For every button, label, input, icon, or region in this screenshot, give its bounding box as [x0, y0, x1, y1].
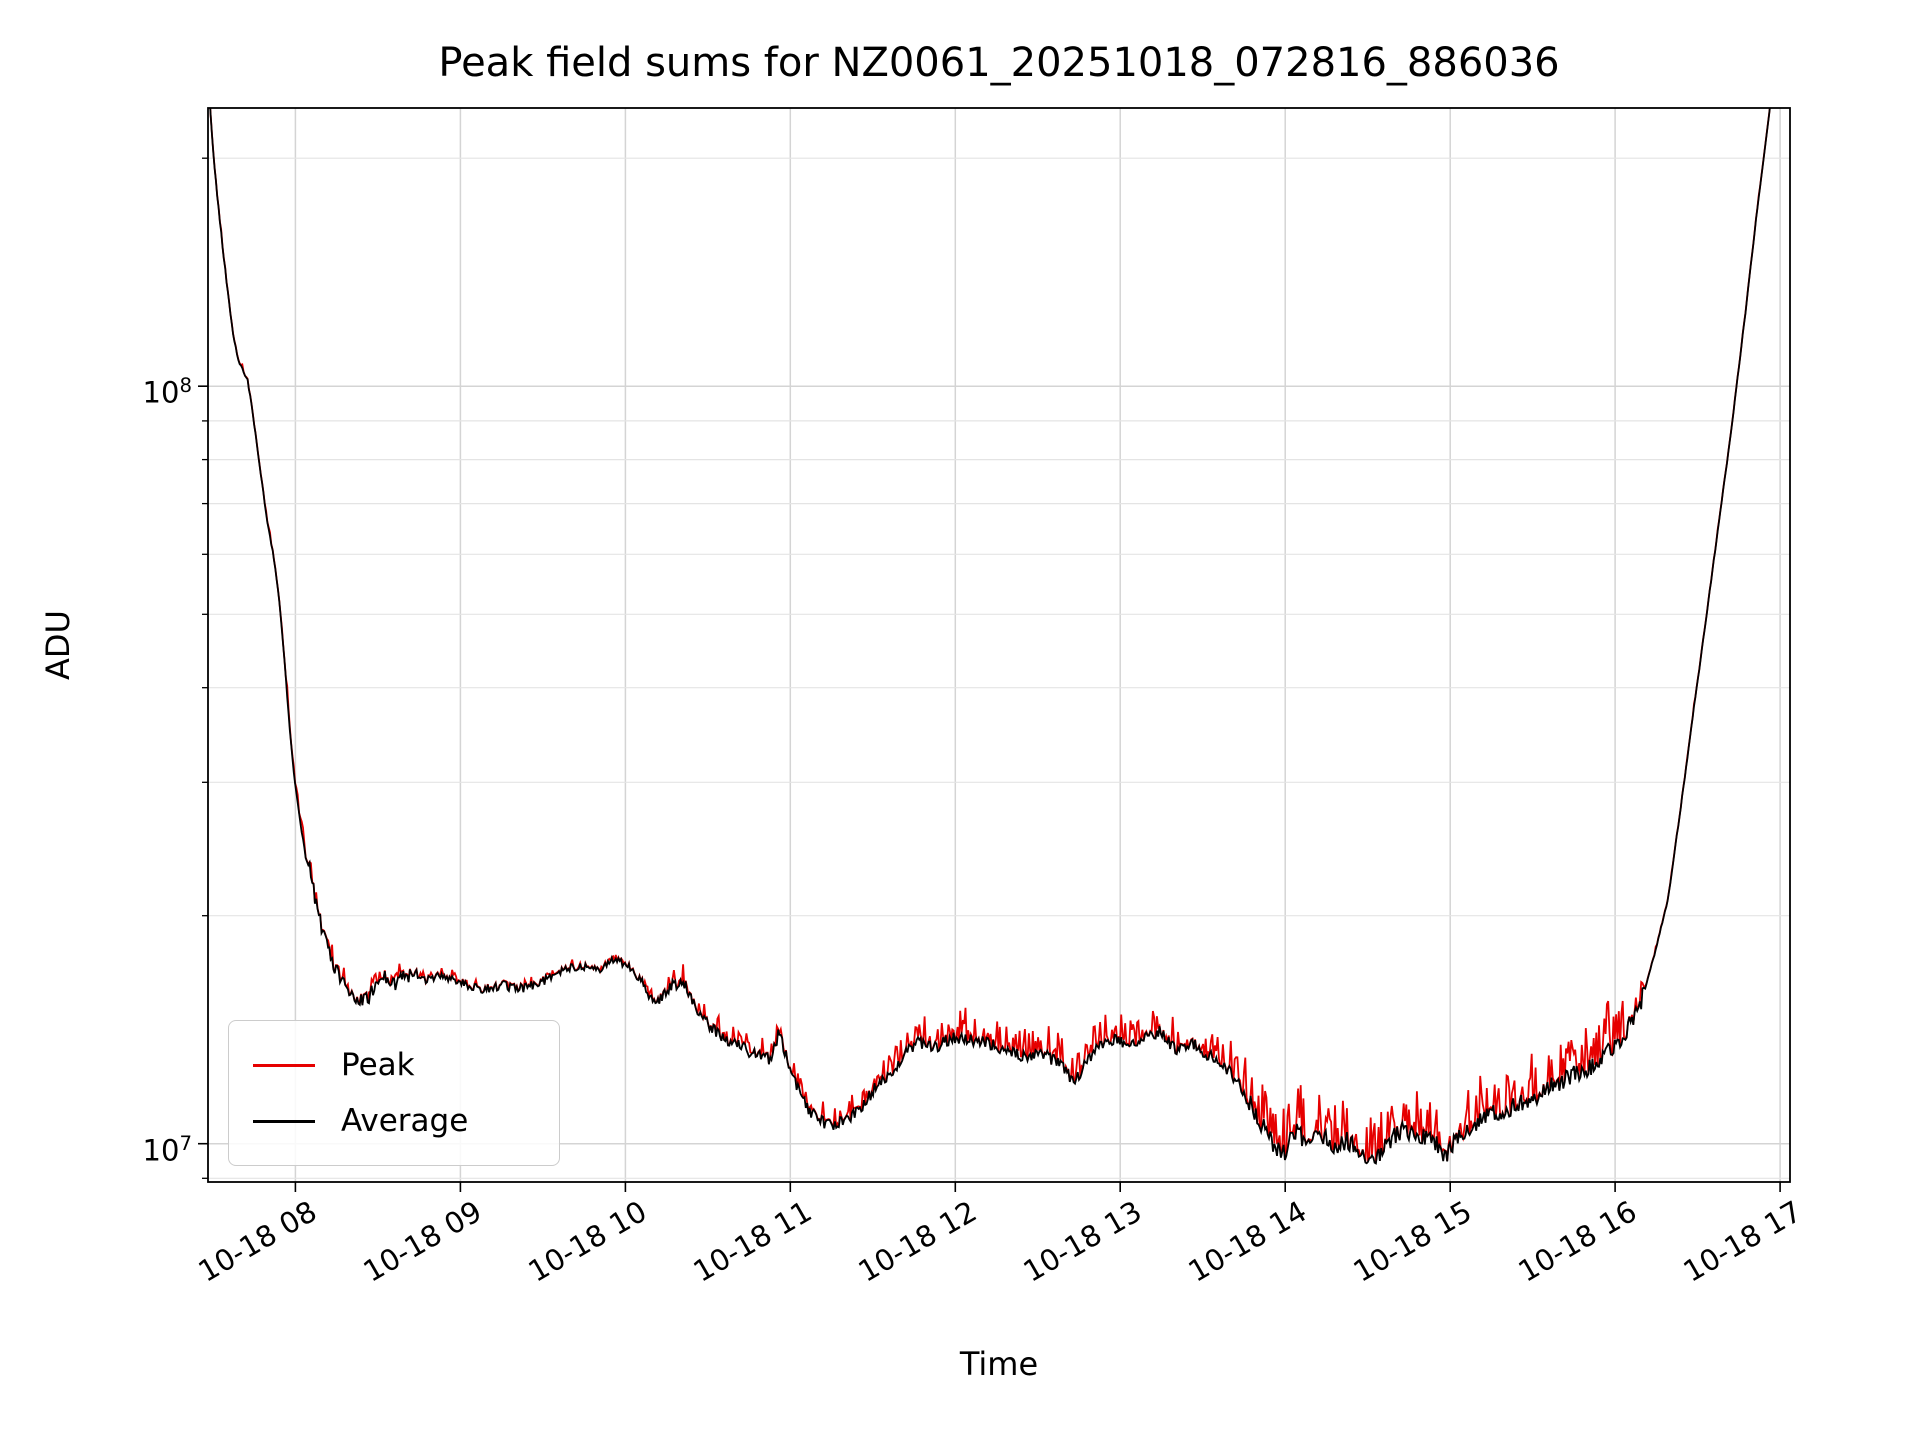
y-tick-label: 108 — [143, 363, 192, 416]
y-tick-exponent: 8 — [179, 374, 192, 398]
legend: Peak Average — [228, 1020, 560, 1166]
average-line-swatch — [253, 1119, 315, 1123]
legend-entry-average: Average — [253, 1093, 559, 1149]
legend-label: Average — [341, 1103, 469, 1139]
x-axis-label: Time — [959, 1345, 1039, 1383]
y-tick-base: 10 — [142, 1133, 180, 1168]
legend-label: Peak — [341, 1047, 415, 1083]
data-lines — [209, 108, 1771, 1165]
gridlines — [208, 108, 1790, 1182]
y-tick-base: 10 — [142, 375, 180, 410]
peak-line-swatch — [253, 1063, 315, 1067]
peak-line — [209, 108, 1771, 1163]
average-line — [209, 108, 1771, 1165]
y-tick-label: 107 — [143, 1121, 192, 1174]
y-axis-label: ADU — [39, 610, 77, 680]
axes-spines — [207, 107, 1791, 1183]
tick-marks — [198, 157, 1781, 1192]
legend-entry-peak: Peak — [253, 1037, 559, 1093]
y-tick-exponent: 7 — [179, 1131, 192, 1155]
chart-title: Peak field sums for NZ0061_20251018_0728… — [438, 40, 1560, 86]
